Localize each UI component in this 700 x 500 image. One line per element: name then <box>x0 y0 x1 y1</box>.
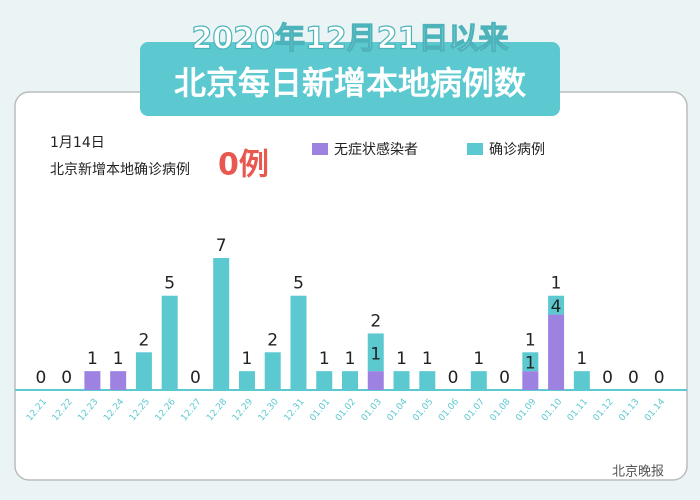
bar-segment <box>264 352 281 390</box>
bar-segment <box>470 371 487 390</box>
bar-segment <box>548 295 565 315</box>
value-label: 1 <box>370 344 381 364</box>
value-label: 1 <box>525 354 536 374</box>
value-label: 1 <box>345 349 356 369</box>
legend-swatch <box>312 143 328 155</box>
bar-segment <box>135 352 152 390</box>
bar-segment <box>213 258 230 390</box>
bar-segment <box>161 295 178 390</box>
bar-segment <box>419 371 436 390</box>
annotation-count: 0例 <box>218 148 269 183</box>
legend-label: 确诊病例 <box>489 142 545 158</box>
value-label: 1 <box>422 349 433 369</box>
bar-segment <box>573 371 590 390</box>
value-label: 2 <box>370 311 381 331</box>
value-label: 1 <box>473 349 484 369</box>
chart-subtitle: 北京每日新增本地病例数 <box>174 64 527 102</box>
value-label: 0 <box>448 368 459 388</box>
value-label: 1 <box>525 330 536 350</box>
legend-swatch <box>467 143 483 155</box>
value-label: 0 <box>628 368 639 388</box>
bar-segment <box>393 371 410 390</box>
bar-segment <box>316 371 333 390</box>
chart-title: 2020年12月21日以来 <box>192 22 509 57</box>
bar-segment <box>367 333 384 372</box>
value-label: 0 <box>499 368 510 388</box>
bar-segment <box>522 352 539 372</box>
value-label: 4 <box>551 297 562 317</box>
header-box <box>140 42 560 116</box>
value-label: 1 <box>113 349 124 369</box>
legend-label: 无症状感染者 <box>334 141 418 158</box>
value-label: 0 <box>654 368 665 388</box>
bar-segment <box>238 371 255 390</box>
value-label: 2 <box>267 330 278 350</box>
value-label: 1 <box>242 349 253 369</box>
value-label: 2 <box>139 330 150 350</box>
bar-segment <box>548 314 565 390</box>
bar-segment <box>290 295 307 390</box>
value-label: 7 <box>216 236 227 256</box>
bar-segment <box>84 371 101 390</box>
bar-segment <box>367 371 384 390</box>
value-label: 0 <box>35 368 46 388</box>
value-label: 0 <box>190 368 201 388</box>
watermark: 北京晚报 <box>612 465 664 480</box>
annotation-date: 1月14日 <box>50 135 105 151</box>
value-label: 1 <box>319 349 330 369</box>
annotation-label: 北京新增本地确诊病例 <box>50 162 190 178</box>
value-label: 5 <box>164 274 175 294</box>
bar-segment <box>522 371 539 390</box>
bar-segment <box>342 371 358 390</box>
value-label: 1 <box>551 274 562 294</box>
value-label: 1 <box>576 349 587 369</box>
value-label: 0 <box>602 368 613 388</box>
value-label: 1 <box>396 349 407 369</box>
value-label: 5 <box>293 274 304 294</box>
value-label: 1 <box>87 349 98 369</box>
bar-segment <box>110 371 127 390</box>
value-label: 0 <box>61 368 72 388</box>
